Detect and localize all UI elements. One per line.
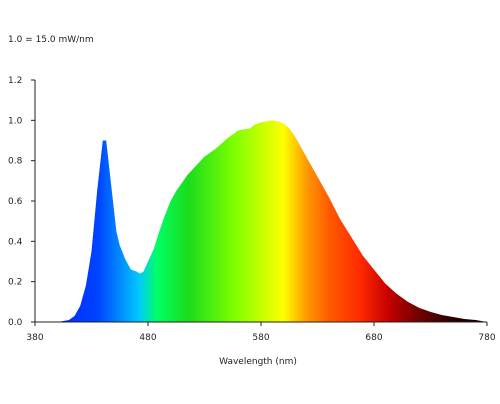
x-tick-label: 480	[139, 333, 156, 343]
y-tick-label: 0.2	[8, 278, 22, 288]
y-tick-label: 0.0	[8, 318, 23, 328]
y-tick-label: 0.8	[8, 157, 23, 167]
scale-annotation: 1.0 = 15.0 mW/nm	[8, 35, 94, 45]
y-tick-label: 0.4	[8, 237, 23, 247]
x-tick-label: 580	[252, 333, 269, 343]
x-tick-label: 380	[26, 333, 43, 343]
x-tick-label: 780	[478, 333, 495, 343]
x-axis-ticks: 380 480 580 680 780	[26, 322, 496, 343]
x-tick-label: 680	[365, 333, 382, 343]
y-axis-ticks: 0.0 0.2 0.4 0.6 0.8 1.0 1.2	[8, 76, 35, 328]
y-tick-label: 1.0	[8, 116, 23, 126]
spectrum-area	[35, 120, 487, 322]
y-tick-label: 1.2	[8, 76, 22, 86]
y-tick-label: 0.6	[8, 197, 23, 207]
x-axis-label: Wavelength (nm)	[219, 357, 297, 367]
